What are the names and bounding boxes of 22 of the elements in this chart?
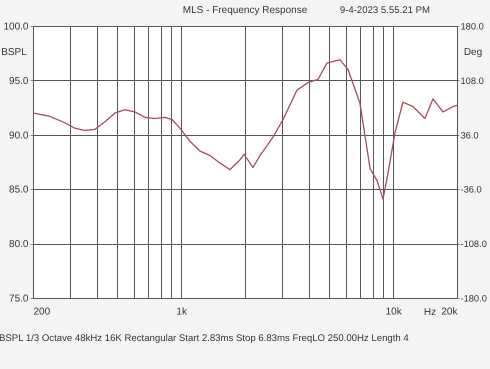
y-tick-label: 75.0	[9, 294, 29, 304]
y2-tick-label: 36.0	[460, 130, 479, 140]
y-tick-label: 90.0	[9, 130, 29, 142]
x-tick-label: 10k	[386, 306, 403, 318]
x-axis-title: Hz	[424, 307, 436, 318]
y2-tick-label: -36.0	[460, 184, 482, 195]
x-tick-label: 20k	[441, 306, 458, 318]
x-tick-label: 200	[34, 306, 51, 318]
text: 9-4-2023 5.55.21 PM	[340, 5, 430, 16]
text: BSPL 1/3 Octave 48kHz 16K Rectangular Start 2.83ms Stop 6.83ms FreqLO 250.00Hz Length 4	[0, 333, 410, 344]
y2-tick-label: -108.0	[460, 239, 487, 250]
y2-axis-title: Deg	[464, 47, 482, 58]
y-axis-title: BSPL	[1, 47, 28, 58]
y-tick-label: 85.0	[9, 184, 29, 196]
chart-title: MLS - Frequency Response	[182, 5, 308, 16]
y2-tick-label: -180.0	[460, 294, 487, 304]
y-tick-label: 80.0	[9, 239, 29, 250]
y-tick-label: 100.0	[3, 22, 29, 32]
y2-tick-label: 180.0	[460, 22, 484, 32]
y2-tick-label: 108.0	[460, 76, 484, 86]
x-tick-label: 1k	[176, 306, 188, 318]
y-tick-label: 95.0	[9, 76, 29, 87]
